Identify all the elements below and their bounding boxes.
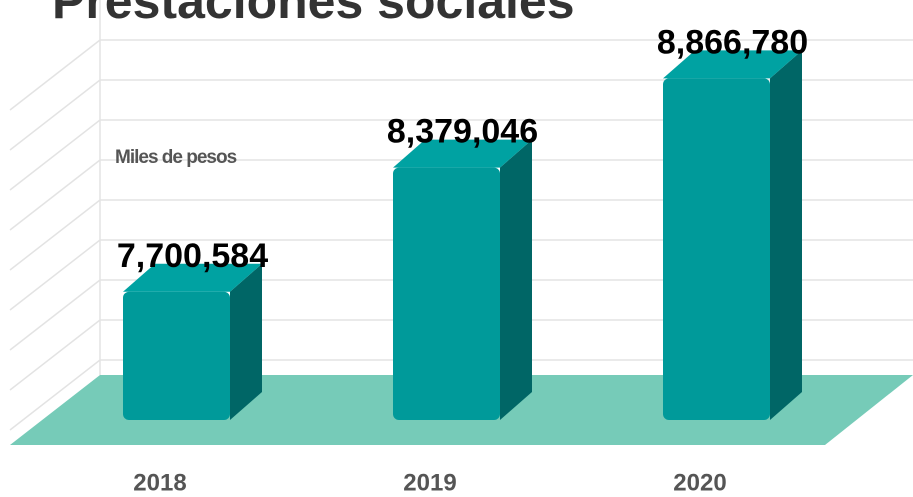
data-label: 8,866,780 (657, 23, 808, 61)
bar-top (123, 263, 262, 292)
bar-top (663, 50, 802, 79)
bar-side (770, 50, 802, 420)
bar (123, 291, 230, 420)
y-axis-label: Miles de pesos (115, 147, 237, 168)
data-label: 7,700,584 (117, 237, 268, 275)
x-tick-label: 2020 (673, 469, 726, 496)
bar-side (230, 263, 262, 420)
chart-title: Prestaciones sociales (52, 0, 575, 29)
bar-top (393, 139, 532, 168)
bar (393, 167, 500, 420)
data-label: 8,379,046 (387, 113, 538, 151)
bar (663, 78, 770, 420)
x-tick-label: 2018 (133, 469, 186, 496)
x-tick-label: 2019 (403, 469, 456, 496)
bar-side (500, 139, 532, 420)
